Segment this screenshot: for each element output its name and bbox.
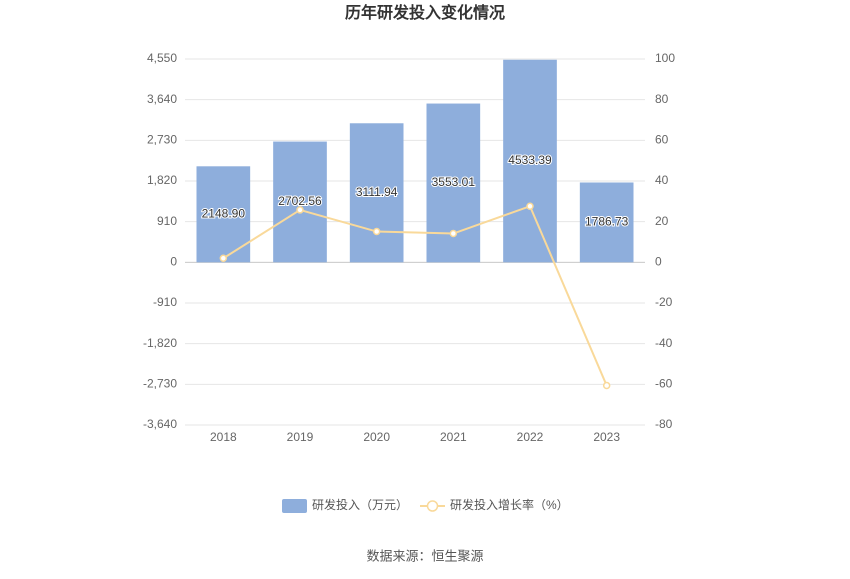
y-tick-label: 4,550 (147, 51, 177, 65)
y2-tick-label: 40 (655, 173, 669, 187)
x-tick-label: 2022 (517, 430, 544, 444)
y2-tick-label: 20 (655, 214, 669, 228)
y-tick-label: 2,730 (147, 133, 177, 147)
line-point (449, 229, 458, 238)
y-tick-label: -1,820 (143, 336, 177, 350)
chart-title: 历年研发投入变化情况 (345, 3, 505, 22)
y-tick-label: -2,730 (143, 377, 177, 391)
line-point (526, 202, 534, 210)
y2-tick-label: -20 (655, 295, 673, 309)
line-point (602, 381, 611, 390)
bar (503, 59, 557, 263)
legend-swatch (426, 500, 439, 512)
value-label: 2148.90 (202, 206, 246, 220)
bar (349, 123, 404, 263)
x-tick-label: 2023 (593, 430, 620, 444)
legend-label: 研发投入增长率（%） (450, 497, 569, 512)
line-point (219, 254, 228, 263)
x-tick-label: 2018 (210, 430, 237, 444)
y2-tick-label: 80 (655, 92, 669, 106)
legend-swatch (282, 499, 307, 513)
value-label: 3553.01 (432, 175, 476, 189)
y-tick-label: 0 (170, 255, 177, 269)
y2-tick-label: 60 (655, 133, 669, 147)
line (222, 204, 608, 386)
x-tick-label: 2020 (363, 430, 390, 444)
y2-tick-label: 0 (655, 255, 662, 269)
bar (579, 182, 634, 263)
y2-tick-label: -60 (655, 377, 673, 391)
value-label: 4533.39 (508, 153, 552, 167)
x-tick-label: 2021 (440, 430, 467, 444)
bar (273, 141, 327, 263)
x-tick-label: 2019 (287, 430, 314, 444)
y-tick-label: 910 (157, 214, 177, 228)
line-point (296, 206, 304, 214)
line-point (372, 227, 381, 236)
value-label: 3111.94 (356, 185, 398, 199)
source: 数据来源：恒生聚源 (366, 548, 483, 563)
y2-tick-label: -40 (655, 336, 673, 350)
legend-label: 研发投入（万元） (312, 497, 408, 512)
y-tick-label: -3,640 (143, 417, 177, 431)
value-label: 2702.56 (278, 194, 322, 208)
y-tick-label: -910 (153, 295, 177, 309)
y2-tick-label: -80 (655, 417, 673, 431)
value-label: 1786.73 (585, 215, 629, 229)
y-tick-label: 3,640 (147, 92, 177, 106)
y2-tick-label: 100 (655, 51, 675, 65)
y-tick-label: 1,820 (147, 173, 177, 187)
